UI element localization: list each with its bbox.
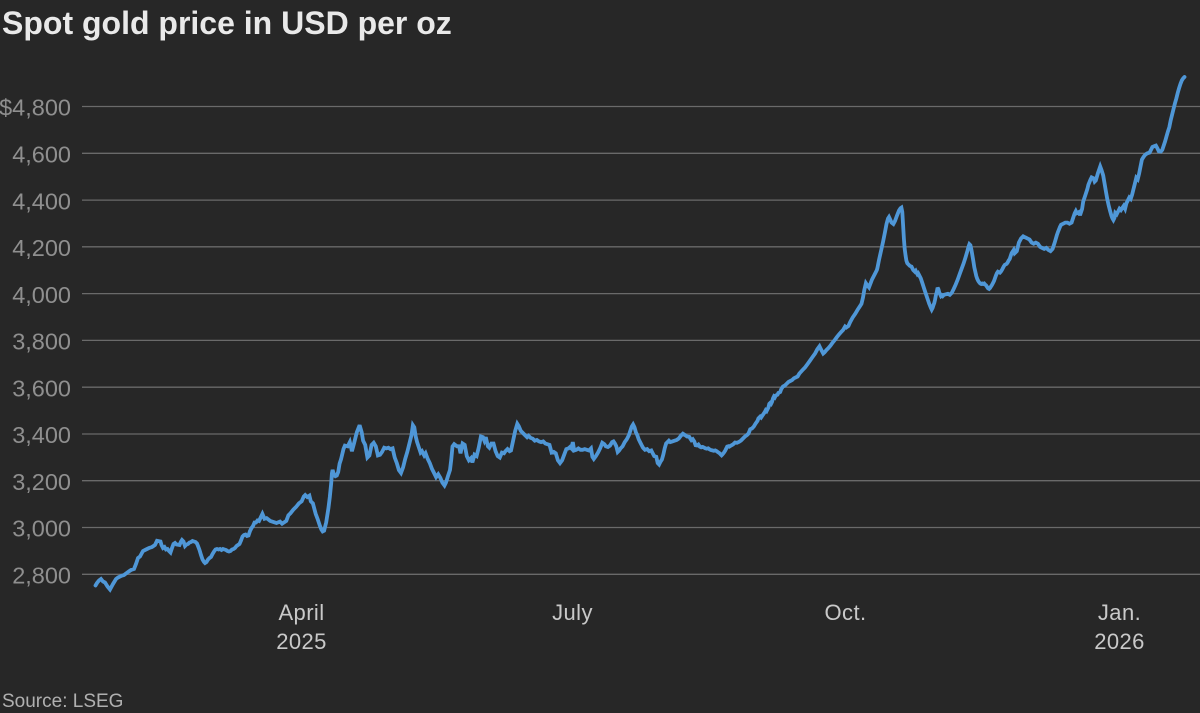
- svg-text:4,200: 4,200: [12, 235, 71, 261]
- svg-text:April: April: [278, 600, 324, 625]
- svg-text:$4,800: $4,800: [0, 95, 71, 121]
- svg-text:Oct.: Oct.: [825, 600, 867, 625]
- svg-text:2,800: 2,800: [12, 563, 71, 589]
- svg-text:3,200: 3,200: [12, 469, 71, 495]
- svg-text:2025: 2025: [276, 629, 327, 654]
- svg-text:2026: 2026: [1094, 629, 1145, 654]
- svg-text:Jan.: Jan.: [1098, 600, 1141, 625]
- svg-text:3,000: 3,000: [12, 516, 71, 542]
- svg-text:July: July: [552, 600, 593, 625]
- svg-text:4,400: 4,400: [12, 188, 71, 214]
- svg-text:3,400: 3,400: [12, 422, 71, 448]
- svg-text:4,000: 4,000: [12, 282, 71, 308]
- svg-text:3,800: 3,800: [12, 329, 71, 355]
- svg-text:Source: LSEG: Source: LSEG: [2, 691, 123, 712]
- svg-text:Spot gold price in USD per oz: Spot gold price in USD per oz: [2, 5, 452, 41]
- svg-text:4,600: 4,600: [12, 142, 71, 168]
- svg-text:3,600: 3,600: [12, 375, 71, 401]
